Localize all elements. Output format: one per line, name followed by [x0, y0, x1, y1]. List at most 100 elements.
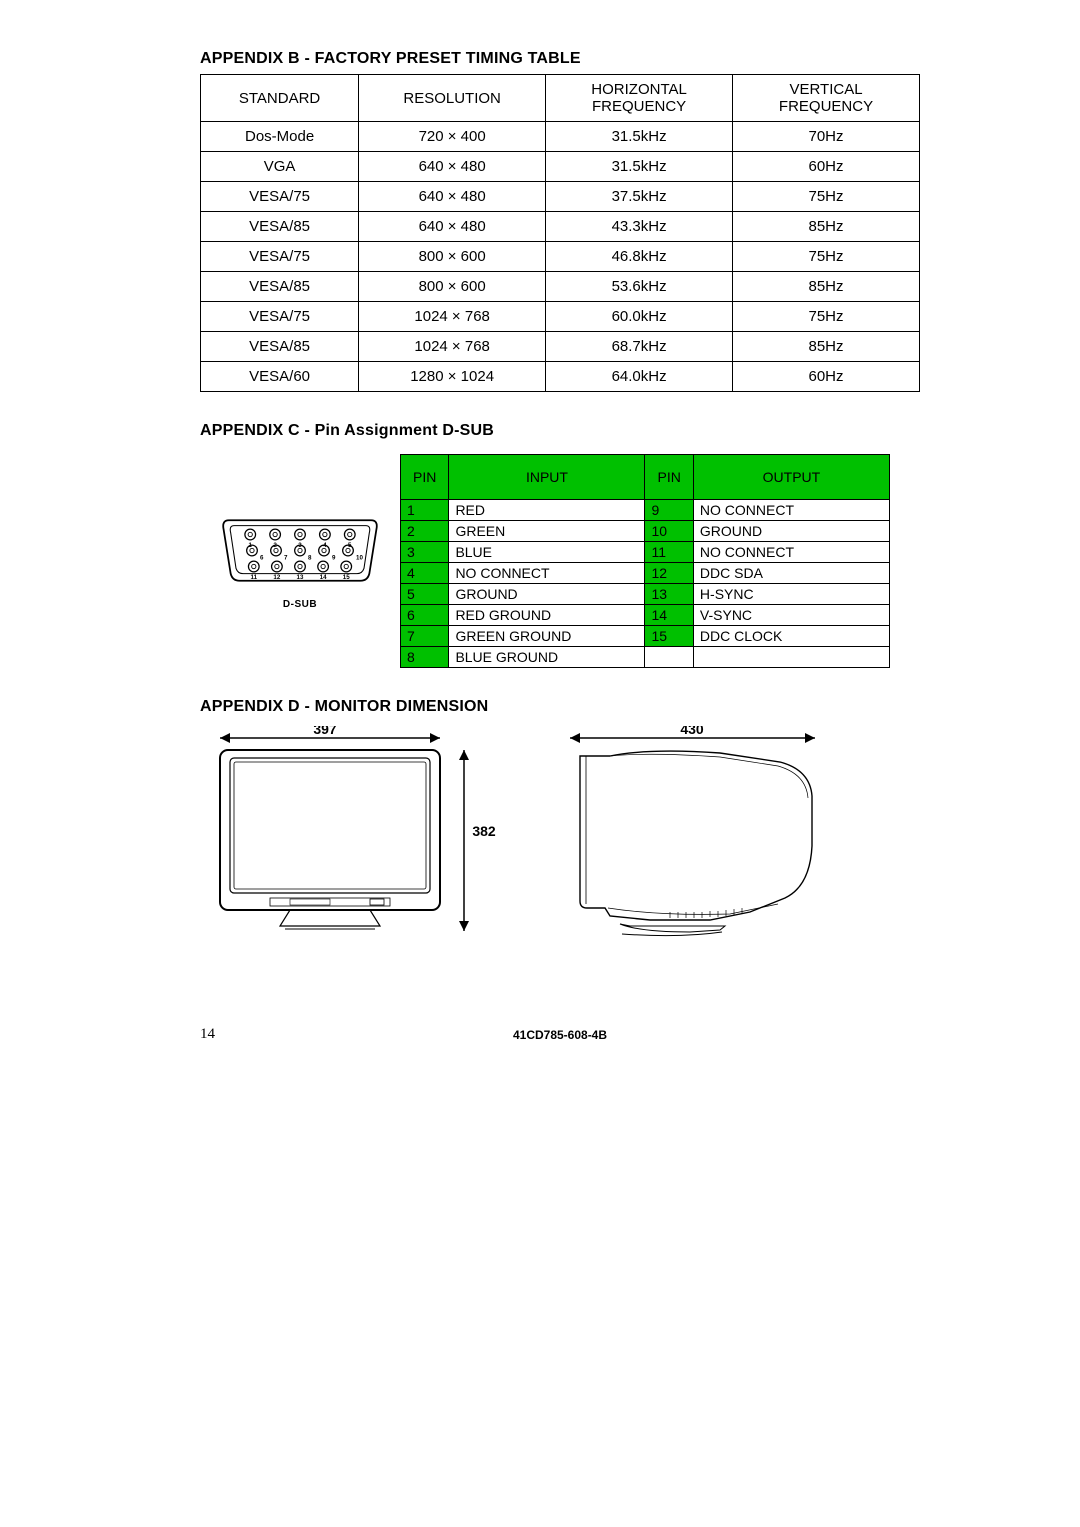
page-footer: 14 41CD785-608-4B	[200, 1026, 920, 1044]
pin-header-input: INPUT	[449, 455, 645, 500]
timing-cell: VESA/75	[201, 302, 359, 332]
timing-cell: 1024 × 768	[359, 332, 546, 362]
timing-cell: 64.0kHz	[546, 362, 733, 392]
pin-region: 123456789101112131415 D-SUB PIN INPUT PI…	[200, 454, 920, 668]
pin-label-cell: GREEN	[449, 521, 645, 542]
front-width-label: 397	[313, 726, 337, 737]
pin-number-cell: 14	[645, 605, 693, 626]
pin-number-cell	[645, 647, 693, 668]
timing-cell: 60Hz	[733, 152, 920, 182]
dsub-label: D-SUB	[210, 599, 390, 610]
svg-text:10: 10	[356, 554, 363, 561]
pin-number-cell: 3	[401, 542, 449, 563]
pin-label-cell: GROUND	[449, 584, 645, 605]
pin-label-cell: NO CONNECT	[693, 500, 889, 521]
timing-row: VESA/751024 × 76860.0kHz75Hz	[201, 302, 920, 332]
appendix-c-title: APPENDIX C - Pin Assignment D-SUB	[200, 422, 920, 440]
timing-row: VESA/85640 × 48043.3kHz85Hz	[201, 212, 920, 242]
pin-number-cell: 7	[401, 626, 449, 647]
svg-text:11: 11	[250, 573, 257, 580]
pin-label-cell: RED	[449, 500, 645, 521]
timing-row: VESA/75640 × 48037.5kHz75Hz	[201, 182, 920, 212]
timing-cell: 800 × 600	[359, 272, 546, 302]
page-number: 14	[200, 1026, 215, 1043]
monitor-side-diagram: 430	[550, 726, 850, 956]
timing-row: VESA/851024 × 76868.7kHz85Hz	[201, 332, 920, 362]
pin-row: 5GROUND13H-SYNC	[401, 584, 890, 605]
timing-cell: 85Hz	[733, 272, 920, 302]
svg-text:12: 12	[273, 573, 280, 580]
pin-header-pin2: PIN	[645, 455, 693, 500]
svg-text:6: 6	[260, 554, 264, 561]
pin-number-cell: 5	[401, 584, 449, 605]
pin-label-cell: BLUE	[449, 542, 645, 563]
timing-cell: Dos-Mode	[201, 122, 359, 152]
pin-number-cell: 13	[645, 584, 693, 605]
pin-row: 3BLUE11NO CONNECT	[401, 542, 890, 563]
timing-header-hfreq: HORIZONTALFREQUENCY	[546, 75, 733, 122]
svg-text:9: 9	[332, 554, 336, 561]
pin-header-pin1: PIN	[401, 455, 449, 500]
pin-number-cell: 1	[401, 500, 449, 521]
svg-text:7: 7	[284, 554, 288, 561]
timing-cell: 31.5kHz	[546, 152, 733, 182]
pin-row: 7GREEN GROUND15DDC CLOCK	[401, 626, 890, 647]
timing-cell: 37.5kHz	[546, 182, 733, 212]
dsub-icon: 123456789101112131415	[220, 513, 380, 588]
pin-number-cell: 12	[645, 563, 693, 584]
appendix-b-title: APPENDIX B - FACTORY PRESET TIMING TABLE	[200, 50, 920, 68]
timing-cell: VESA/85	[201, 272, 359, 302]
timing-cell: 46.8kHz	[546, 242, 733, 272]
pin-number-cell: 8	[401, 647, 449, 668]
pin-label-cell: GREEN GROUND	[449, 626, 645, 647]
timing-cell: VESA/85	[201, 332, 359, 362]
timing-cell: 68.7kHz	[546, 332, 733, 362]
pin-label-cell: BLUE GROUND	[449, 647, 645, 668]
svg-text:15: 15	[343, 573, 350, 580]
timing-table: STANDARD RESOLUTION HORIZONTALFREQUENCY …	[200, 74, 920, 392]
pin-number-cell: 9	[645, 500, 693, 521]
pin-label-cell: RED GROUND	[449, 605, 645, 626]
svg-text:8: 8	[308, 554, 312, 561]
timing-cell: 60Hz	[733, 362, 920, 392]
timing-cell: VGA	[201, 152, 359, 182]
timing-row: VESA/75800 × 60046.8kHz75Hz	[201, 242, 920, 272]
front-height-label: 382	[472, 823, 496, 839]
timing-row: VESA/85800 × 60053.6kHz85Hz	[201, 272, 920, 302]
timing-cell: 31.5kHz	[546, 122, 733, 152]
timing-cell: 720 × 400	[359, 122, 546, 152]
document-code: 41CD785-608-4B	[513, 1028, 607, 1042]
timing-cell: 1280 × 1024	[359, 362, 546, 392]
pin-row: 8BLUE GROUND	[401, 647, 890, 668]
pin-row: 6RED GROUND14V-SYNC	[401, 605, 890, 626]
timing-cell: 640 × 480	[359, 182, 546, 212]
dimension-region: 397 382 430	[200, 726, 920, 956]
timing-row: VESA/601280 × 102464.0kHz60Hz	[201, 362, 920, 392]
pin-label-cell: V-SYNC	[693, 605, 889, 626]
timing-cell: 43.3kHz	[546, 212, 733, 242]
pin-number-cell: 15	[645, 626, 693, 647]
pin-header-output: OUTPUT	[693, 455, 889, 500]
monitor-front-diagram: 397 382	[200, 726, 500, 956]
timing-cell: 70Hz	[733, 122, 920, 152]
pin-number-cell: 6	[401, 605, 449, 626]
timing-cell: 640 × 480	[359, 152, 546, 182]
pin-row: 2GREEN10GROUND	[401, 521, 890, 542]
timing-row: Dos-Mode720 × 40031.5kHz70Hz	[201, 122, 920, 152]
timing-cell: 60.0kHz	[546, 302, 733, 332]
timing-cell: 1024 × 768	[359, 302, 546, 332]
timing-cell: 85Hz	[733, 332, 920, 362]
timing-header-vfreq: VERTICALFREQUENCY	[733, 75, 920, 122]
timing-cell: 75Hz	[733, 302, 920, 332]
timing-row: VGA640 × 48031.5kHz60Hz	[201, 152, 920, 182]
svg-text:13: 13	[297, 573, 304, 580]
pin-label-cell: H-SYNC	[693, 584, 889, 605]
timing-header-resolution: RESOLUTION	[359, 75, 546, 122]
pin-label-cell: NO CONNECT	[449, 563, 645, 584]
timing-header-standard: STANDARD	[201, 75, 359, 122]
appendix-d-title: APPENDIX D - MONITOR DIMENSION	[200, 698, 920, 716]
document-page: APPENDIX B - FACTORY PRESET TIMING TABLE…	[200, 50, 920, 1044]
pin-row: 4NO CONNECT12DDC SDA	[401, 563, 890, 584]
pin-number-cell: 4	[401, 563, 449, 584]
side-depth-label: 430	[680, 726, 704, 737]
